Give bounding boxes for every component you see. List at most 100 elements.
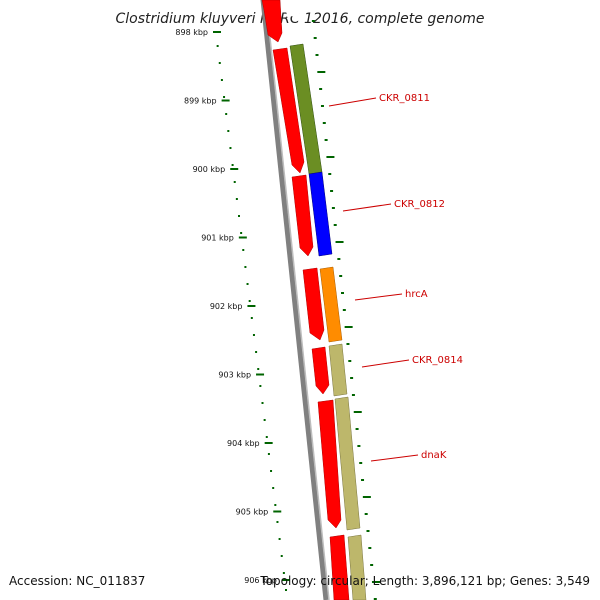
outer-tick (346, 343, 350, 345)
ruler-dot (231, 164, 234, 166)
ruler-dot (255, 351, 258, 353)
ruler-dot (252, 334, 255, 336)
ruler-dot (276, 521, 279, 523)
outer-tick (317, 71, 326, 73)
ruler-dot (220, 79, 223, 81)
outer-tick (315, 54, 319, 56)
gene-track (284, 0, 367, 600)
genome-summary-text: Topology: circular; Length: 3,896,121 bp… (260, 574, 590, 588)
outer-tick-track (311, 20, 380, 600)
ruler-tick-label: 900 kbp (193, 165, 226, 174)
outer-tick (333, 224, 337, 226)
outer-tick (342, 309, 346, 311)
cds-arrow (311, 346, 330, 395)
outer-tick (357, 445, 361, 447)
ruler-dot (229, 147, 232, 149)
ruler-dot (250, 317, 253, 319)
outer-tick (350, 377, 354, 379)
ruler-dot (265, 436, 268, 438)
label-leader-line (328, 97, 377, 107)
ruler-dot (259, 385, 262, 387)
ruler-dotted-line (216, 45, 288, 591)
outer-tick (364, 513, 368, 515)
outer-tick (348, 360, 352, 362)
backbone-line (260, 0, 329, 600)
outer-tick (368, 547, 372, 549)
outer-tick (362, 496, 371, 498)
outer-tick (331, 207, 335, 209)
outer-tick (355, 428, 359, 430)
ruler-ticks: 898 kbp 899 kbp 900 kbp 901 kbp 902 kbp 903 k… (175, 28, 290, 585)
gene-label-ckr-0811: CKR_0811 (379, 93, 430, 104)
label-leader-line (354, 293, 403, 301)
ruler-dot (270, 470, 273, 472)
ruler-dot (242, 249, 245, 251)
ruler-dot (216, 45, 219, 47)
ruler-dot (233, 181, 236, 183)
outer-tick (353, 411, 362, 413)
cds-arrow (329, 534, 350, 600)
outer-tick (335, 241, 344, 243)
ruler-dot (272, 487, 275, 489)
outer-tick (328, 173, 332, 175)
outer-tick (359, 462, 363, 464)
ruler-dot (248, 300, 251, 302)
ruler-dot (227, 130, 230, 132)
outer-tick (373, 598, 377, 600)
ruler-dot (244, 266, 247, 268)
gene-label-hrca: hrcA (405, 289, 428, 300)
outer-tick (330, 190, 334, 192)
outer-tick (320, 105, 324, 107)
outer-tick (344, 326, 353, 328)
ruler-tick-label: 905 kbp (236, 508, 269, 517)
ruler-tick-label: 903 kbp (218, 371, 251, 380)
label-leader-line (361, 359, 410, 368)
accession-text: Accession: NC_011837 (9, 574, 146, 588)
outer-tick (324, 139, 328, 141)
outer-tick (337, 258, 341, 260)
outer-tick (339, 275, 343, 277)
gene-band-dnak (334, 396, 361, 531)
ruler-tick-label: 901 kbp (201, 234, 234, 243)
ruler-dot (285, 589, 288, 591)
ruler-tick-label: 906 kbp (244, 576, 277, 585)
cds-arrow (302, 267, 325, 341)
ruler-dot (278, 538, 281, 540)
outer-tick (311, 20, 315, 22)
ruler-dot (263, 419, 266, 421)
outer-tick (341, 292, 344, 294)
backbone-highlight (265, 0, 330, 600)
label-leader-line (342, 203, 392, 212)
ruler-dot (218, 62, 221, 64)
gene-band-ckr-0812 (308, 171, 333, 257)
gene-band-ckr-0814 (328, 343, 348, 397)
gene-label-ckr-0814: CKR_0814 (412, 355, 463, 366)
outer-tick (361, 479, 365, 481)
label-leader-line (370, 454, 419, 462)
outer-tick (319, 88, 323, 90)
gene-label-ckr-0812: CKR_0812 (394, 199, 445, 210)
ruler-tick-label: 902 kbp (210, 302, 243, 311)
ruler-dot (246, 283, 249, 285)
outer-tick (370, 564, 374, 566)
outer-tick (313, 37, 317, 39)
outer-tick (326, 156, 335, 158)
gene-band-top-edge (284, 0, 300, 17)
cds-arrow (317, 399, 342, 529)
ruler-dot (261, 402, 264, 404)
outer-tick (322, 122, 326, 124)
cds-arrow (291, 174, 314, 257)
cds-arrow (272, 47, 305, 174)
outer-tick (351, 394, 355, 396)
gene-band-continued (347, 534, 367, 600)
ruler-dot (257, 368, 260, 370)
ruler-dot (282, 572, 285, 574)
ruler-tick-label: 904 kbp (227, 439, 260, 448)
ruler-dot (274, 504, 277, 506)
ruler-tick-label: 898 kbp (175, 28, 208, 37)
cds-arrow (261, 0, 283, 43)
cds-track-red (261, 0, 350, 600)
ruler-dot (223, 96, 226, 98)
outer-tick (371, 581, 380, 583)
